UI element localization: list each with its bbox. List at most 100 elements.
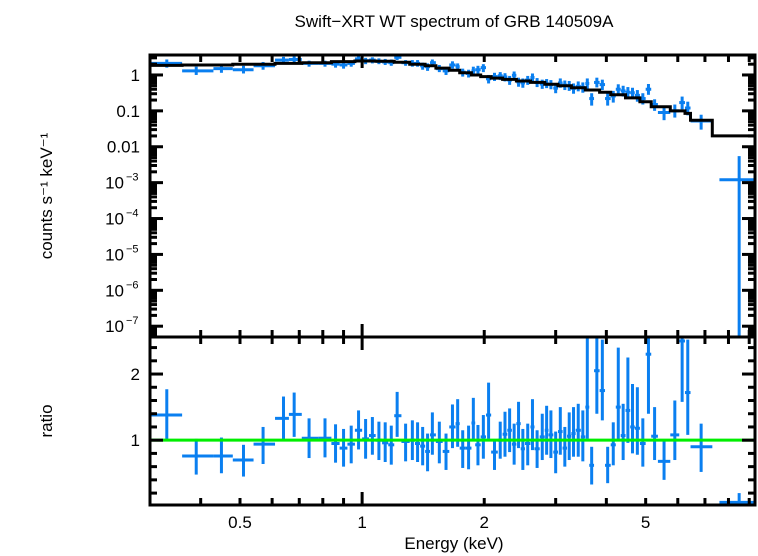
spectrum-axis-ticks xyxy=(148,55,755,339)
x-tick-label: 0.5 xyxy=(228,513,252,532)
ratio-data-point xyxy=(679,337,685,402)
ratio-data-point xyxy=(645,337,652,414)
spectrum-data-point xyxy=(182,66,214,75)
ratio-data-point xyxy=(429,412,436,455)
panel-frames xyxy=(148,53,757,507)
ratio-data-point xyxy=(275,396,289,441)
ratio-data-point xyxy=(599,339,606,421)
ratio-data-point xyxy=(605,446,611,484)
ratio-data-point xyxy=(213,437,233,474)
y-tick-label-exponent: −6 xyxy=(126,279,139,291)
spectrum-data-point xyxy=(634,90,640,102)
ratio-data-point xyxy=(435,421,443,464)
ratio-data-point xyxy=(471,397,476,442)
y-tick-label: 10 xyxy=(105,317,124,336)
y-tick-label: 10 xyxy=(105,174,124,193)
spectrum-data-point xyxy=(589,93,595,106)
ratio-data-point xyxy=(502,411,508,457)
spectrum-data-point xyxy=(719,156,755,337)
model-step-line xyxy=(150,59,755,138)
spectrum-data-point xyxy=(232,65,254,74)
ratio-data-point xyxy=(507,408,512,453)
ratio-data-point xyxy=(511,423,517,465)
ratio-data-point xyxy=(553,431,559,474)
ratio-data-point xyxy=(544,405,549,455)
ratio-data-point xyxy=(459,430,466,468)
y-axis-label-spectrum: counts s⁻¹ keV⁻¹ xyxy=(37,132,56,259)
ratio-data-point xyxy=(594,337,600,414)
chart-title: Swift−XRT WT spectrum of GRB 140509A xyxy=(295,12,615,31)
y-axis-label-ratio: ratio xyxy=(37,404,56,437)
ratio-data-point xyxy=(539,413,545,461)
ratio-data-point xyxy=(589,446,595,485)
y-tick-label: 10 xyxy=(105,245,124,264)
ratio-data-point xyxy=(684,339,691,435)
spectrum-data-point xyxy=(475,65,481,74)
ratio-data-point xyxy=(369,417,376,455)
ratio-data-point xyxy=(394,391,402,437)
ratio-data-point xyxy=(339,428,348,467)
ratio-data-point xyxy=(585,337,590,439)
spectrum-data-point xyxy=(530,73,535,82)
ratio-data-point xyxy=(318,418,332,458)
ratio-frame xyxy=(148,335,757,507)
y-tick-label: 10 xyxy=(105,281,124,300)
ratio-data-point xyxy=(690,423,713,472)
ratio-data-point xyxy=(150,389,183,442)
ratio-data-point xyxy=(232,444,254,477)
ratio-data-point xyxy=(182,438,214,475)
ratio-data-points xyxy=(150,337,755,505)
ratio-data-point xyxy=(485,382,492,439)
y-tick-label-exponent: −4 xyxy=(126,208,139,220)
spectrum-data-point xyxy=(480,64,486,73)
y-tick-label-exponent: −7 xyxy=(126,315,139,327)
spectrum-data-point xyxy=(605,93,611,106)
ratio-data-point xyxy=(534,430,540,468)
ratio-data-point xyxy=(520,428,525,470)
ratio-data-point xyxy=(388,425,395,465)
spectrum-model-line xyxy=(150,59,755,138)
ratio-data-point xyxy=(634,387,640,455)
ratio-panel: 1 2 0.5 1 2 5 xyxy=(131,337,755,532)
y-tick-label-exponent: −5 xyxy=(126,243,139,255)
spectrum-data-point xyxy=(599,79,606,91)
ratio-data-point xyxy=(558,407,563,455)
ratio-data-point xyxy=(420,426,426,466)
y-tick-label: 1 xyxy=(131,431,140,450)
spectrum-data-point xyxy=(625,87,631,98)
ratio-data-point xyxy=(524,423,531,466)
ratio-data-point xyxy=(562,426,568,467)
ratio-data-point xyxy=(630,383,635,454)
spectrum-data-point xyxy=(449,61,456,69)
x-tick-label: 2 xyxy=(480,513,489,532)
ratio-data-point xyxy=(465,425,472,470)
ratio-data-point xyxy=(657,441,671,480)
y-tick-label: 0.1 xyxy=(116,102,140,121)
ratio-data-point xyxy=(571,407,576,457)
y-tick-label: 10 xyxy=(105,210,124,229)
spectrum-data-point xyxy=(585,78,590,89)
ratio-data-point xyxy=(548,410,554,459)
spectrum-frame xyxy=(148,53,757,339)
spectrum-data-point xyxy=(594,77,600,88)
ratio-data-point xyxy=(615,347,621,442)
y-tick-label: 1 xyxy=(131,66,140,85)
ratio-data-point xyxy=(580,410,586,462)
spectrum-data-point xyxy=(615,84,621,95)
ratio-data-point xyxy=(639,418,646,467)
x-axis-label: Energy (keV) xyxy=(404,534,503,553)
y-tick-label: 0.01 xyxy=(107,138,140,157)
x-tick-labels: 0.5 1 2 5 xyxy=(228,513,650,532)
ratio-data-point xyxy=(354,410,363,450)
ratio-data-point xyxy=(401,423,410,462)
ratio-data-point xyxy=(301,418,319,459)
ratio-data-point xyxy=(530,399,535,451)
spectrum-data-point xyxy=(657,106,671,121)
ratio-data-point xyxy=(382,422,389,463)
ratio-data-point xyxy=(610,422,616,466)
ratio-data-point xyxy=(347,425,355,464)
ratio-data-point xyxy=(414,422,421,463)
ratio-data-point xyxy=(670,400,680,461)
